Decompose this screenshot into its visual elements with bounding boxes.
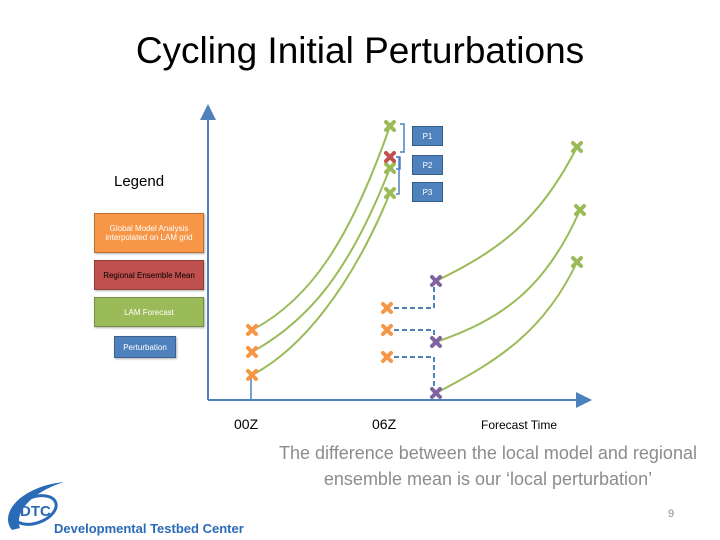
analysis-marker-icon bbox=[381, 302, 393, 314]
svg-text:DTC: DTC bbox=[20, 503, 51, 520]
forecast-marker-icon bbox=[574, 204, 586, 216]
analysis-marker-icon bbox=[246, 369, 258, 381]
legend-item-perturbation: Perturbation bbox=[114, 336, 176, 358]
legend-title: Legend bbox=[114, 173, 165, 190]
x-tick-00z: 00Z bbox=[234, 416, 259, 432]
perturbed-marker-icon bbox=[430, 387, 442, 399]
legend-item-ensemble-mean: Regional Ensemble Mean bbox=[94, 260, 204, 290]
analysis-marker-icon bbox=[381, 351, 393, 363]
x-axis-label: Forecast Time bbox=[481, 418, 558, 432]
perturbation-box-p2: P2 bbox=[412, 155, 443, 175]
slide-caption: The difference between the local model a… bbox=[279, 443, 697, 489]
x-tick-06z: 06Z bbox=[372, 416, 397, 432]
page-number: 9 bbox=[668, 508, 675, 520]
forecast-marker-icon bbox=[571, 256, 583, 268]
forecast-marker-icon bbox=[384, 162, 396, 174]
dtc-logo: DTC bbox=[7, 482, 64, 530]
forecast-marker-icon bbox=[384, 187, 396, 199]
legend-label: Regional Ensemble Mean bbox=[103, 270, 195, 280]
legend-label: Perturbation bbox=[123, 342, 167, 352]
forecast-marker-icon bbox=[571, 141, 583, 153]
legend-item-global-analysis: Global Model Analysis interpolated on LA… bbox=[94, 213, 204, 253]
perturbation-link bbox=[394, 356, 435, 393]
analysis-marker-icon bbox=[246, 324, 258, 336]
forecast-curve bbox=[435, 209, 581, 343]
forecast-marker-icon bbox=[384, 120, 396, 132]
forecast-curve bbox=[435, 261, 578, 394]
bracket-p1 bbox=[400, 123, 405, 153]
perturbation-link bbox=[394, 281, 435, 309]
forecast-curve bbox=[251, 167, 391, 353]
forecast-curve bbox=[251, 192, 391, 376]
logo-name: Developmental Testbed Center bbox=[54, 521, 244, 536]
ensemble-mean-marker-icon bbox=[384, 151, 396, 163]
forecast-curve bbox=[435, 146, 578, 282]
perturbed-marker-icon bbox=[430, 275, 442, 287]
perturbation-box-p3: P3 bbox=[412, 182, 443, 202]
perturbation-box-p1: P1 bbox=[412, 126, 443, 146]
perturbation-link bbox=[394, 329, 435, 342]
legend-label: LAM Forecast bbox=[124, 307, 174, 317]
analysis-marker-icon bbox=[246, 346, 258, 358]
legend-item-lam-forecast: LAM Forecast bbox=[94, 297, 204, 327]
bracket-p3 bbox=[396, 156, 400, 195]
legend-label: Global Model Analysis interpolated on LA… bbox=[105, 224, 193, 242]
forecast-curve bbox=[251, 125, 391, 331]
analysis-marker-icon bbox=[381, 324, 393, 336]
perturbed-marker-icon bbox=[430, 336, 442, 348]
slide-title: Cycling Initial Perturbations bbox=[135, 30, 585, 71]
